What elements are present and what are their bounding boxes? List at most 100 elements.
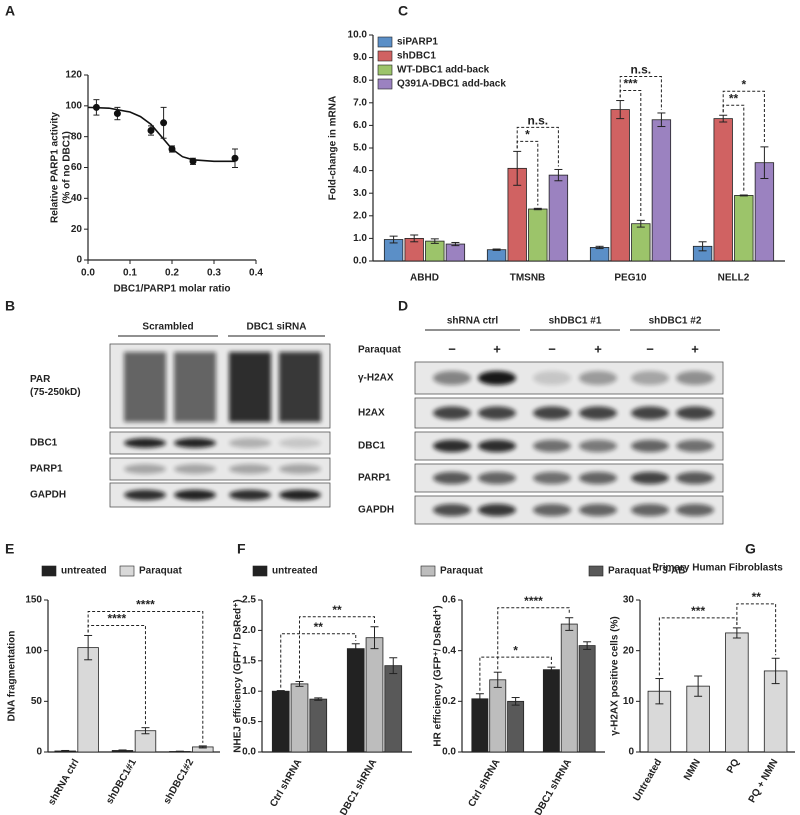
error-bar [175,750,184,753]
lane-group-label: DBC1 siRNA [246,322,306,333]
x-axis-label: DBC1/PARP1 molar ratio [113,284,230,295]
legend-label: Q391A-DBC1 add-back [397,79,506,90]
blot-band [631,471,669,485]
blot-band [124,464,166,474]
y-tick-label: 0.0 [353,256,367,267]
legend-label: Paraquat [139,566,182,577]
blot-strip [109,431,331,455]
bar [346,648,365,753]
x-tick-label: shRNA ctrl [46,757,81,807]
y-tick-label: 8.0 [353,75,367,86]
significance-bracket [619,76,662,110]
legend-label: Paraquat + 3-AB [608,566,686,577]
blot-band [631,370,669,386]
significance-label: **** [524,594,543,608]
x-tick-label: 0.1 [123,268,137,279]
blot-band [174,489,216,501]
y-axis-label: γ-H2AX positive cells (%) [610,616,621,735]
significance-label: * [513,643,518,657]
x-tick-label: 0.2 [165,268,179,279]
point [168,145,176,153]
error-bar [141,727,150,735]
bar [486,249,507,262]
y-tick-label: 2.0 [353,210,367,221]
x-tick-label: shDBC1#2 [162,757,197,806]
significance-bracket [87,624,146,725]
y-tick-label: 120 [65,70,82,81]
error-bar [451,241,460,247]
lane-group-label: shDBC1 #1 [549,316,602,327]
treatment-mark: + [691,341,699,356]
blot-band [676,503,714,517]
y-tick-label: 0.6 [442,595,456,606]
error-bar [533,207,542,211]
y-axis-label: NHEJ efficiency (GFP⁺/ DsRed⁺) [233,599,244,752]
bar [528,208,548,262]
x-tick-label: DBC1 shRNA [338,757,379,815]
error-bar [655,678,664,705]
error-bar [698,241,707,252]
error-bar [276,690,285,693]
error-bar [739,194,748,197]
blot-band [478,370,516,386]
significance-bracket [87,610,204,743]
blot-band [279,489,321,501]
blot-band [676,406,714,420]
error-bar [198,745,207,749]
error-bar [547,666,556,673]
blot-band [174,438,216,448]
x-tick-label: shDBC1#1 [104,757,139,806]
error-bar [370,626,379,650]
blot-smear [124,352,166,422]
legend-swatch [588,565,604,577]
blot-band [676,370,714,386]
blot-band [676,471,714,485]
y-tick-label: 80 [71,131,83,142]
blot-band [229,438,271,448]
bar [471,698,489,753]
panel-letter: G [745,541,756,557]
significance-bracket [516,140,539,206]
blot-row-label: H2AX [358,408,385,419]
y-tick-label: 1.0 [353,233,367,244]
error-bar [616,100,625,120]
treatment-mark: − [646,341,654,356]
fit-curve [87,106,235,163]
error-bar [389,235,398,244]
x-tick-label: NMN [682,757,703,782]
y-tick-label: 3.0 [353,188,367,199]
treatment-label: Paraquat [358,345,401,356]
significance-label: **** [107,612,126,626]
significance-bracket [736,603,777,656]
point [92,103,100,111]
bar [445,243,466,262]
error-bar [554,168,563,182]
panel-letter: E [5,541,14,557]
lane-group-label: shRNA ctrl [447,316,499,327]
legend-label: Paraquat [440,566,483,577]
legend-label: shDBC1 [397,51,436,62]
legend-swatch [252,565,268,577]
blot-band [533,406,571,420]
blot-band [433,370,471,386]
error-bar [511,697,520,706]
blot-row-label: GAPDH [358,505,394,516]
blot-band [631,406,669,420]
y-tick-label: 40 [71,193,83,204]
blot-band [533,471,571,485]
chart-title: Primary Human Fibroblasts [652,563,783,574]
bar [365,637,384,753]
point [147,127,155,134]
blot-band [433,406,471,420]
y-axis-label: Relative PARP1 activity [50,112,61,223]
legend-swatch [41,565,57,577]
treatment-mark: − [448,341,456,356]
significance-bracket [280,633,357,688]
blot-band [478,439,516,453]
point [231,154,239,162]
bar [489,679,507,753]
y-tick-label: 100 [25,645,42,656]
x-tick-label: PQ + NMN [747,757,781,805]
error-bar [351,643,360,655]
significance-label: *** [691,604,705,618]
